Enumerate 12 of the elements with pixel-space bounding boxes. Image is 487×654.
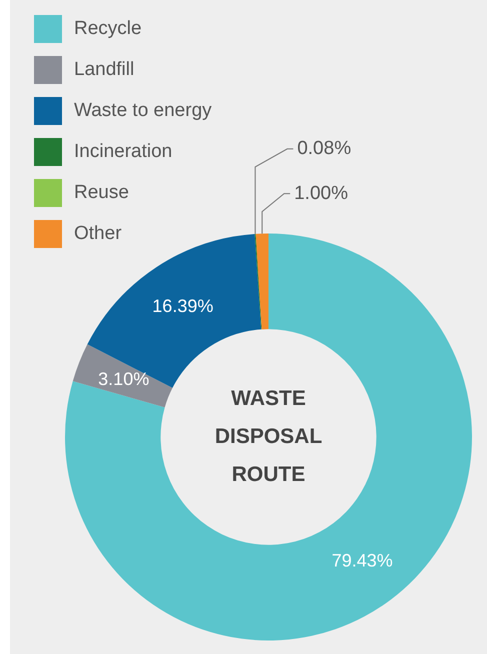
legend-label: Landfill bbox=[74, 58, 134, 80]
data-label: 16.39% bbox=[152, 296, 214, 316]
legend-label: Reuse bbox=[74, 182, 129, 204]
data-label: 1.00% bbox=[294, 182, 348, 204]
data-label: 79.43% bbox=[332, 550, 393, 570]
data-label: 3.10% bbox=[98, 368, 150, 389]
data-label: 0.08% bbox=[297, 138, 352, 160]
legend-label: Recycle bbox=[74, 18, 142, 40]
legend-label: Waste to energy bbox=[74, 100, 212, 122]
legend-label: Incineration bbox=[74, 140, 172, 162]
text: WASTE DISPOSAL ROUTE bbox=[214, 386, 322, 486]
legend-label: Other bbox=[74, 222, 122, 244]
